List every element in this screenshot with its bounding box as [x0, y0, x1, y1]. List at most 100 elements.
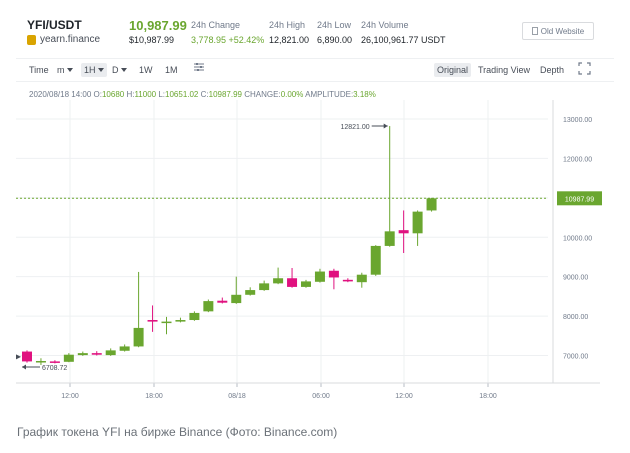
y-tick-label: 8000.00	[563, 314, 588, 321]
indicators-icon	[194, 63, 204, 71]
x-tick-label: 08/18	[228, 393, 246, 400]
chevron-down-icon	[66, 68, 73, 72]
indicators-button[interactable]	[193, 62, 205, 72]
stat-value-high: 12,821.00	[269, 35, 310, 45]
stat-label-high: 24h High	[269, 20, 306, 30]
left-scroll-arrow	[16, 354, 21, 360]
info-low: 10651.02	[165, 90, 199, 99]
candle-body	[203, 301, 214, 312]
info-change-label: CHANGE:	[244, 90, 281, 99]
chevron-down-icon	[120, 68, 127, 72]
toolbar-1w[interactable]: 1W	[139, 65, 153, 75]
candle-body	[35, 361, 46, 363]
low-marker-arrow	[22, 364, 26, 370]
candle-body	[189, 312, 200, 321]
fullscreen-button[interactable]	[578, 62, 591, 75]
candle-body	[231, 294, 242, 304]
last-price-tag	[557, 191, 602, 206]
x-tick-label: 18:00	[479, 393, 497, 400]
candle-body	[301, 281, 311, 287]
info-date: 2020/08/18 14:00	[29, 90, 92, 99]
candle-body	[412, 211, 423, 234]
toolbar-minutes-dropdown[interactable]: m	[57, 65, 73, 75]
last-price-label: 10987.99	[565, 196, 594, 203]
fullscreen-icon	[578, 62, 591, 75]
candle-body	[91, 353, 102, 355]
candle-body	[273, 278, 284, 284]
toolbar-1m[interactable]: 1M	[165, 65, 178, 75]
candle-body	[22, 351, 32, 362]
candle-body	[119, 346, 130, 351]
chevron-down-icon	[97, 68, 104, 72]
stat-label-volume: 24h Volume	[361, 20, 409, 30]
pair-title: YFI/USDT	[27, 18, 82, 32]
stat-label-change: 24h Change	[191, 20, 241, 30]
toolbar-day-dropdown[interactable]: D	[112, 65, 127, 75]
info-amplitude: 3.18%	[353, 90, 376, 99]
candle-body	[342, 279, 353, 282]
stat-value-change: 3,778.95 +52.42%	[191, 35, 265, 45]
chart-toolbar	[16, 58, 614, 82]
candle-body	[356, 274, 367, 283]
candle-body	[105, 350, 116, 356]
info-change: 0.00%	[280, 90, 304, 99]
candle-body	[384, 231, 395, 246]
candle-body	[175, 320, 186, 322]
view-original[interactable]: Original	[434, 63, 472, 77]
coin-name-row[interactable]: yearn.finance	[27, 34, 100, 45]
document-icon	[531, 27, 538, 35]
toolbar-day-label: D	[112, 65, 119, 75]
old-website-label: Old Website	[540, 26, 585, 36]
candle-body	[77, 353, 88, 356]
candle-body	[161, 321, 172, 324]
candle-body	[314, 271, 325, 282]
chart-card	[16, 8, 614, 408]
toolbar-1h-label: 1H	[84, 65, 96, 75]
ohlc-info-line: 2020/08/18 14:00 O:10680 H:11000 L:10651…	[29, 90, 376, 99]
coin-name: yearn.finance	[40, 34, 101, 45]
info-open: 10680	[101, 90, 125, 99]
stat-value-low: 6,890.00	[317, 35, 353, 45]
info-high: 11000	[134, 90, 157, 99]
last-price-usd: $10,987.99	[129, 35, 175, 45]
candle-body	[133, 327, 144, 347]
view-depth[interactable]: Depth	[540, 65, 565, 75]
x-tick-label: 12:00	[395, 393, 413, 400]
x-tick-label: 06:00	[312, 393, 330, 400]
old-website-button[interactable]: Old Website	[522, 22, 594, 40]
y-tick-label: 10000.00	[563, 235, 592, 242]
candle-body	[49, 361, 60, 363]
candle-body	[426, 198, 437, 211]
last-price: 10,987.99	[129, 18, 187, 33]
coin-icon	[27, 34, 36, 45]
y-tick-label: 7000.00	[563, 354, 588, 361]
candle-body	[328, 270, 339, 278]
toolbar-minutes-label: m	[57, 65, 65, 75]
low-marker-label: 6708.72	[42, 365, 67, 372]
info-open-label: O:	[93, 90, 102, 99]
view-trading-view[interactable]: Trading View	[478, 65, 531, 75]
y-tick-label: 9000.00	[563, 275, 588, 282]
y-tick-label: 13000.00	[563, 117, 592, 124]
candle-body	[217, 300, 228, 303]
x-tick-label: 18:00	[145, 393, 163, 400]
toolbar-time[interactable]: Time	[29, 65, 49, 75]
candle-body	[259, 283, 270, 291]
stat-label-low: 24h Low	[317, 20, 352, 30]
toolbar-1h[interactable]: 1H	[81, 63, 107, 77]
candle-body	[245, 290, 256, 295]
candle-body	[370, 245, 381, 275]
candle-body	[398, 230, 409, 234]
stat-value-volume: 26,100,961.77 USDT	[361, 35, 446, 45]
info-high-label: H:	[126, 90, 135, 99]
high-marker-arrow	[383, 123, 388, 129]
x-tick-label: 12:00	[61, 393, 79, 400]
info-close-label: C:	[200, 90, 209, 99]
image-caption: График токена YFI на бирже Binance (Фото…	[17, 425, 338, 439]
info-close: 10987.99	[208, 90, 242, 99]
y-tick-label: 12000.00	[563, 156, 592, 163]
high-marker-label: 12821.00	[340, 124, 369, 131]
info-amplitude-label: AMPLITUDE:	[305, 90, 354, 99]
candle-body	[63, 354, 74, 362]
